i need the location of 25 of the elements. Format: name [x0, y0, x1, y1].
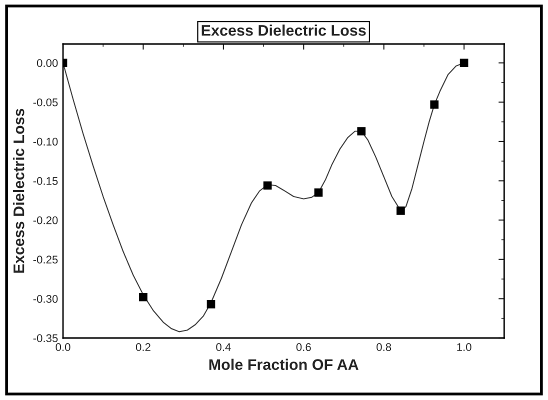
- point: [357, 127, 366, 136]
- point: [314, 188, 323, 197]
- point: [139, 292, 148, 302]
- point: [460, 58, 468, 68]
- x-axis-title: Mole Fraction OF AA: [209, 358, 358, 370]
- y-tick-label: -0.05: [33, 98, 58, 106]
- y-tick-label: 0.00: [36, 59, 58, 67]
- x-tick-label: 0.2: [136, 343, 150, 352]
- y-axis-title: Excess Dielectric Loss: [13, 108, 24, 273]
- x-tick-label: 1.0: [457, 343, 472, 352]
- y-tick-label: -0.30: [33, 294, 58, 303]
- chart-title: Excess Dielectric Loss: [202, 24, 366, 36]
- x-tick-label: 0.4: [216, 343, 231, 352]
- point: [263, 181, 272, 190]
- y-tick-label: -0.35: [33, 334, 58, 342]
- y-tick-label: -0.25: [33, 256, 58, 264]
- y-tick-label: -0.15: [33, 177, 58, 185]
- y-tick-label: -0.10: [33, 138, 58, 146]
- y-tick-label: -0.20: [33, 216, 58, 224]
- point: [396, 206, 405, 215]
- x-tick-label: 0.6: [296, 343, 311, 352]
- point: [206, 300, 216, 308]
- point: [430, 100, 439, 109]
- x-tick-label: 0.8: [376, 343, 392, 352]
- x-tick-label: 0.0: [56, 343, 70, 352]
